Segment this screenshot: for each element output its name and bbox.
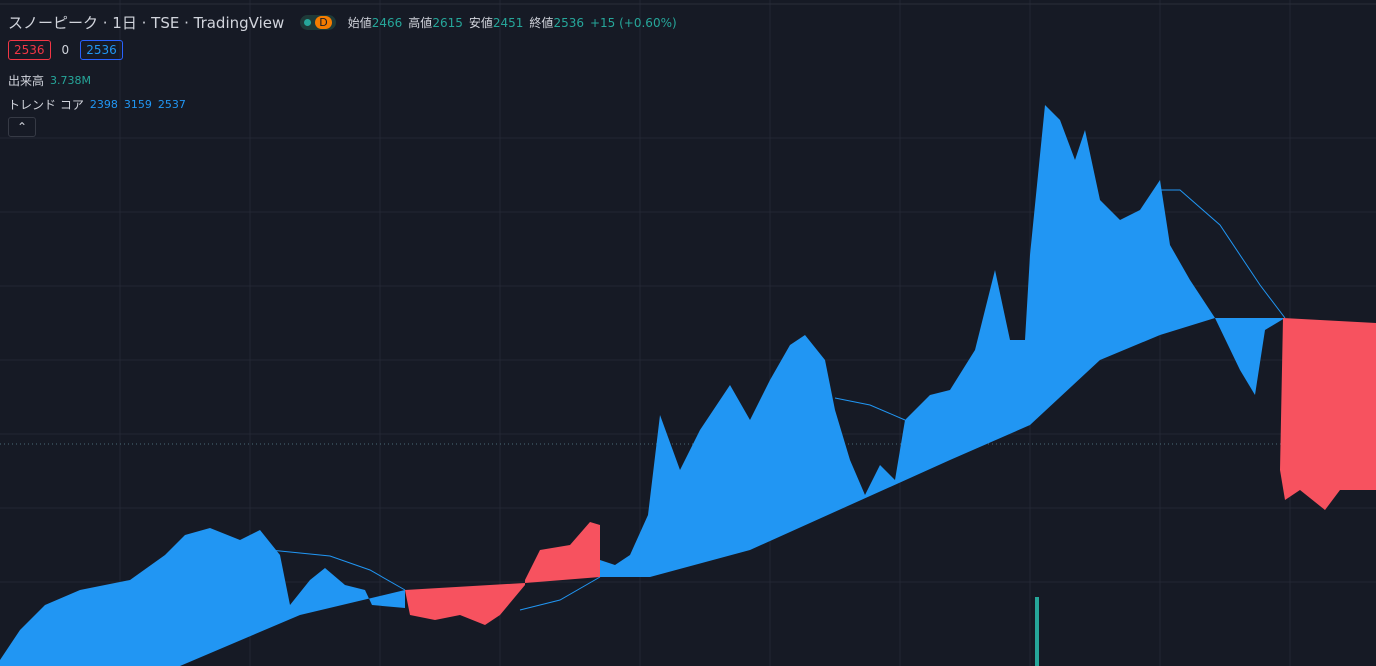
trend-fill <box>1280 318 1376 510</box>
trend-fill <box>0 528 405 666</box>
fast-line <box>519 576 601 611</box>
indicator-row[interactable]: 出来高 3.738M <box>8 72 91 89</box>
collapse-button[interactable]: ⌃ <box>8 117 36 137</box>
trend-fill <box>525 522 600 583</box>
ohlc-label: 高値 <box>408 16 433 30</box>
legend-header: スノーピーク · 1日 · TSE · TradingView D 始値2466… <box>8 12 677 33</box>
fast-line <box>269 549 406 591</box>
indicator-value: 3159 <box>123 98 152 111</box>
trend-fill <box>600 105 1215 577</box>
ohlc-item: 終値2536 <box>529 14 584 31</box>
indicator-value: 2537 <box>157 98 186 111</box>
sell-button[interactable]: 2536 <box>8 40 51 60</box>
ohlc-value: 2466 <box>371 16 403 30</box>
trend-fill <box>1215 318 1285 395</box>
fast-line <box>1160 189 1286 319</box>
spread: 0 <box>61 43 70 57</box>
ohlc-item: 安値2451 <box>469 14 524 31</box>
ohlc-label: 始値 <box>347 16 372 30</box>
ohlc-value: 2536 <box>553 16 584 30</box>
badge: D <box>315 16 332 29</box>
status[interactable]: D <box>300 15 336 30</box>
indicator-value: 3.738M <box>50 74 91 87</box>
indicator-name: トレンド コア <box>8 98 84 112</box>
indicator-value: 2398 <box>89 98 118 111</box>
ohlc-label: 終値 <box>529 16 554 30</box>
indicator-name: 出来高 <box>8 74 45 88</box>
volume-bar <box>1035 597 1039 666</box>
ohlc-value: 2451 <box>492 16 524 30</box>
ohlc-item: 高値2615 <box>408 14 463 31</box>
order-panel: 2536 0 2536 <box>8 40 123 60</box>
ohlc-item: 始値2466 <box>348 14 403 31</box>
trend-fill <box>405 583 525 625</box>
status-dot <box>304 19 312 26</box>
ohlc-label: 安値 <box>468 16 493 30</box>
indicator-row[interactable]: トレンド コア 2398 3159 2537 <box>8 96 186 113</box>
fast-line <box>834 397 906 421</box>
change: +15 (+0.60%) <box>589 15 677 30</box>
ohlc-value: 2615 <box>432 16 463 30</box>
buy-button[interactable]: 2536 <box>80 40 123 60</box>
ohlc: 始値2466 高値2615 安値2451 終値2536 <box>348 14 584 31</box>
symbol: スノーピーク · 1日 · TSE · TradingView <box>8 14 285 32</box>
